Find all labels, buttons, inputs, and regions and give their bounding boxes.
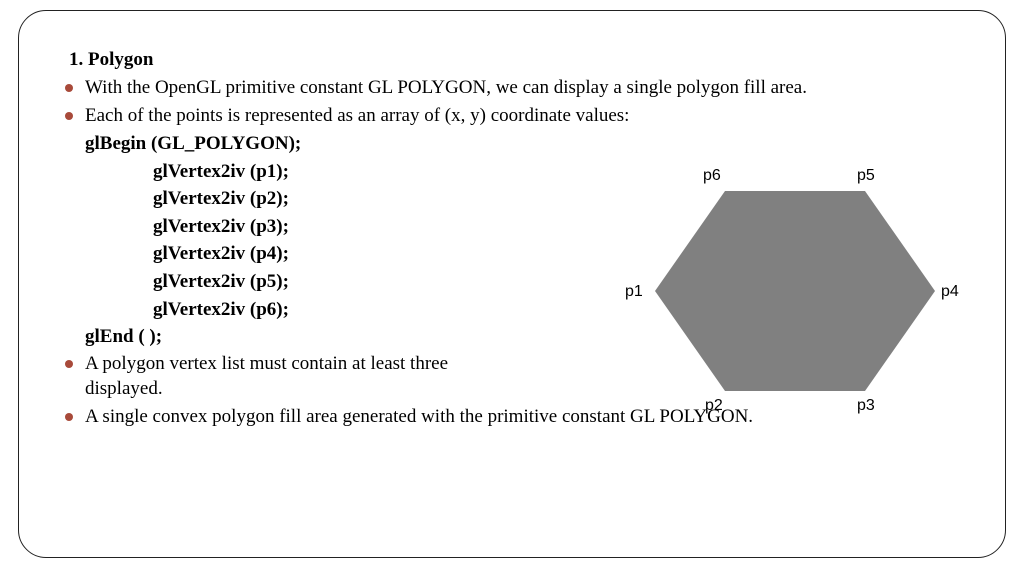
bullet-item: Each of the points is represented as an … <box>63 103 961 129</box>
bullet-text-part: displayed. <box>85 378 163 399</box>
vertex-label-p6: p6 <box>703 167 721 185</box>
hexagon-diagram: p6 p5 p1 p4 p2 p3 <box>585 161 945 421</box>
vertex-label-p3: p3 <box>857 397 875 415</box>
vertex-label-p4: p4 <box>941 283 959 301</box>
slide-heading: 1. Polygon <box>69 49 961 71</box>
bullet-text: With the OpenGL primitive constant GL PO… <box>85 75 961 101</box>
bullet-icon <box>65 84 73 92</box>
bullet-item: With the OpenGL primitive constant GL PO… <box>63 75 961 101</box>
vertex-label-p1: p1 <box>625 283 643 301</box>
bullet-text-part: A polygon vertex list must contain at le… <box>85 353 448 374</box>
vertex-label-p2: p2 <box>705 397 723 415</box>
slide-frame: 1. Polygon With the OpenGL primitive con… <box>18 10 1006 558</box>
vertex-label-p5: p5 <box>857 167 875 185</box>
bullet-icon <box>65 360 73 368</box>
code-line-begin: glBegin (GL_POLYGON); <box>85 130 961 158</box>
hexagon-shape <box>655 191 935 391</box>
bullet-icon <box>65 112 73 120</box>
bullet-icon <box>65 413 73 421</box>
bullet-text: Each of the points is represented as an … <box>85 103 961 129</box>
